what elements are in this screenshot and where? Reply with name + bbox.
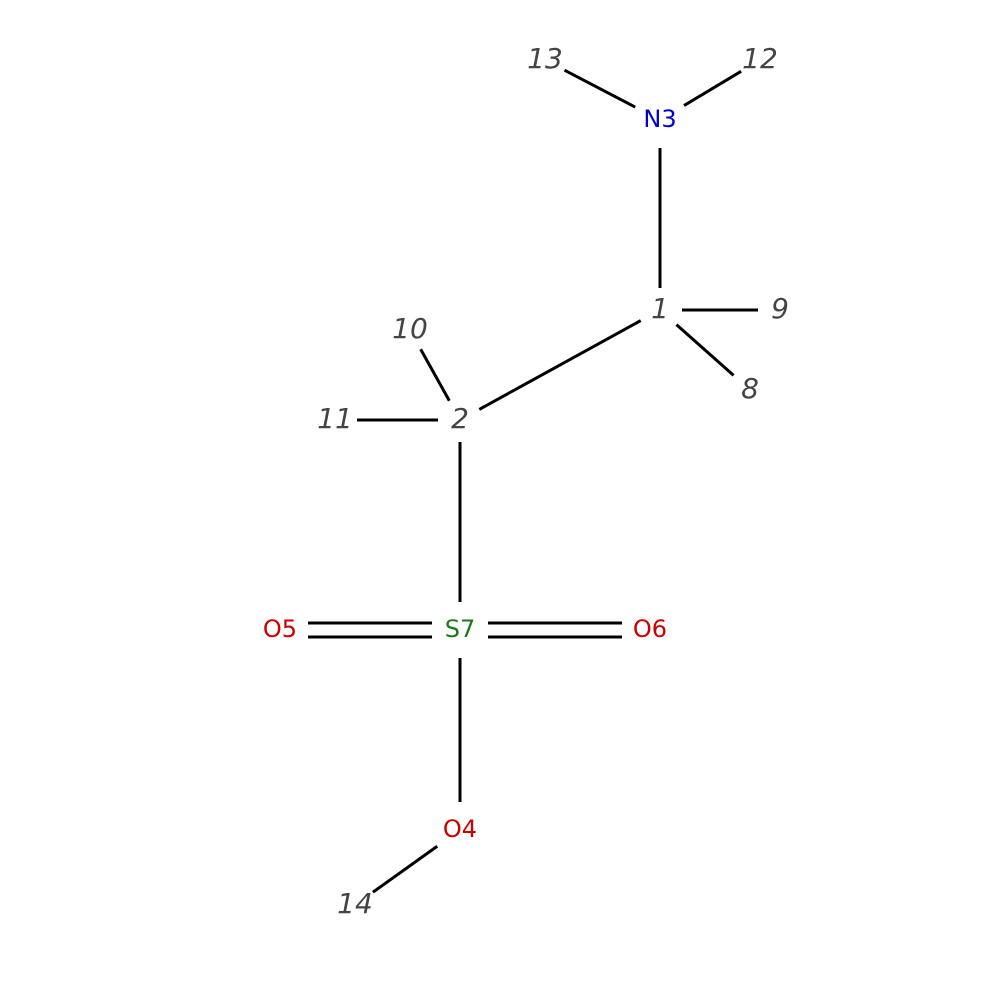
atom-12-label: 12	[742, 42, 778, 75]
atom-13-label: 13	[527, 42, 563, 75]
bonds-layer	[308, 70, 758, 892]
bond	[479, 321, 640, 410]
bond	[676, 325, 733, 376]
atom-14-label: 14	[337, 887, 373, 920]
atom-4-label: O4	[443, 815, 477, 843]
atoms-layer: 12N3O4O5O6S7891011121314	[263, 42, 789, 920]
molecule-diagram: 12N3O4O5O6S7891011121314	[0, 0, 1000, 1000]
atom-10-label: 10	[392, 312, 428, 345]
atom-11-label: 11	[317, 402, 353, 435]
atom-9-label: 9	[771, 292, 789, 325]
atom-3-label: N3	[643, 105, 676, 133]
atom-1-label: 1	[651, 292, 669, 325]
bond	[565, 70, 636, 107]
atom-7-label: S7	[445, 615, 476, 643]
atom-2-label: 2	[451, 402, 469, 435]
bond	[421, 349, 450, 401]
bond	[684, 71, 741, 105]
atom-6-label: O6	[633, 615, 667, 643]
atom-5-label: O5	[263, 615, 297, 643]
bond	[373, 846, 437, 892]
atom-8-label: 8	[741, 372, 759, 405]
